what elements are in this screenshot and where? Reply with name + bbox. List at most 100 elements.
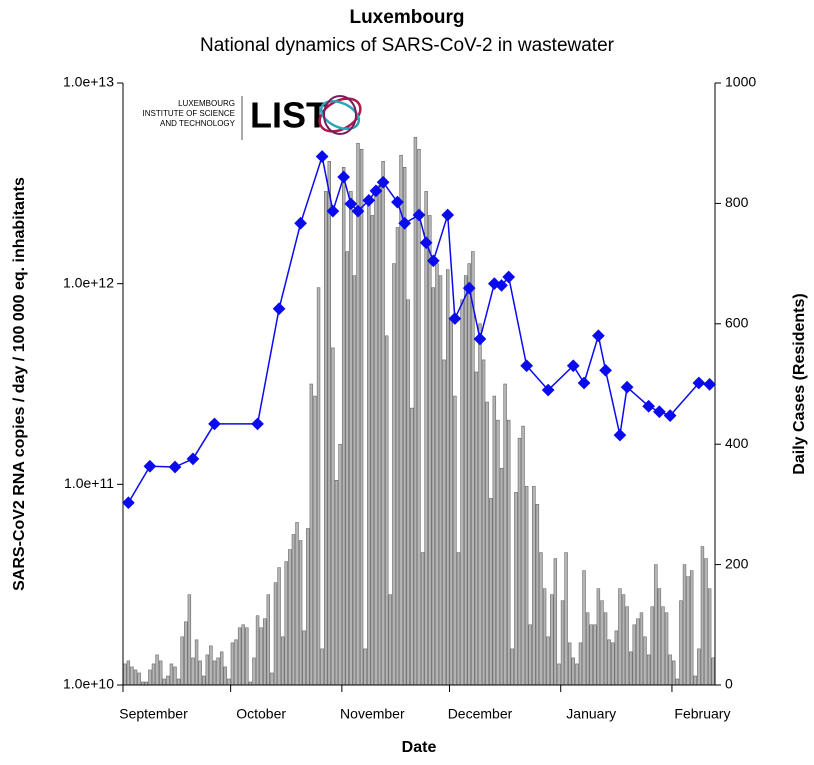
x-tick-label: January [566,706,616,722]
bar [413,136,418,686]
bar [689,570,694,686]
chart-title: Luxembourg [349,7,464,28]
bar [643,636,647,686]
bar [481,359,486,686]
line-marker [592,329,605,343]
bar [320,648,324,686]
bar [707,588,712,686]
line-marker [337,170,351,184]
bar [338,443,342,686]
bar [654,564,658,686]
bar [571,657,575,686]
bar [553,558,558,686]
bar [700,546,705,686]
y2-tick-label: 200 [725,555,749,571]
line-segment [192,423,216,460]
bar [331,347,335,686]
bar [151,663,156,686]
bar [675,678,680,686]
bar [621,594,626,686]
line-marker [186,452,200,466]
line-segment [127,465,151,504]
bar [399,154,403,686]
bar [327,161,331,686]
bar [600,600,604,686]
bar [370,215,375,686]
x-axis-label: Date [402,739,437,756]
logo-wordmark: LIST [250,95,328,136]
bar [517,437,522,686]
bar [478,323,482,686]
bar [442,359,446,686]
line-segment [454,287,470,319]
bar [359,148,364,686]
logo-ring [319,99,361,131]
line-marker [653,405,666,419]
bar [424,191,428,686]
bar [682,564,687,686]
bar [374,191,378,686]
bar [646,654,651,686]
bar [198,660,202,686]
bar [453,395,457,686]
logo-text: LUXEMBOURG [178,99,235,108]
bar [417,148,421,686]
y2-tick-label: 400 [725,435,749,451]
bar [191,657,195,686]
bar [639,612,644,686]
bar [704,558,708,686]
bar [650,606,654,686]
line-segment [299,156,323,224]
bar [489,498,493,686]
bar [126,660,131,686]
bar [212,660,217,686]
bar [628,651,633,686]
y-tick-label: 1.0e+11 [64,475,114,491]
bar [532,486,536,686]
bar [499,468,504,686]
bar [194,639,199,686]
bar [166,675,170,686]
line-marker [326,204,340,218]
bar [657,588,662,686]
bar [557,663,561,686]
bar [668,654,672,686]
line-marker [272,302,286,316]
bar [564,552,568,686]
line-marker [495,279,508,292]
bar [582,570,586,686]
bar [345,251,349,686]
line-segment [332,176,345,212]
bar [255,615,260,686]
line-segment [583,335,600,384]
bar [521,425,525,686]
bar [636,618,640,686]
line-marker [502,270,516,284]
bar [435,263,439,686]
line-marker [376,175,390,189]
bar [227,678,231,686]
bar [460,299,464,686]
bar [611,642,615,686]
bar [614,630,619,686]
bar [309,383,314,686]
y-tick-label: 1.0e+13 [63,74,114,90]
x-tick-label: November [340,706,405,722]
y2-tick-label: 0 [725,676,733,692]
bar [664,612,669,686]
bar [176,678,181,686]
bar [456,552,461,686]
bar [593,624,597,686]
bar [245,627,249,686]
line-segment [446,214,456,319]
bar [693,675,697,686]
bar [298,540,303,686]
line-segment [468,287,481,340]
bar [259,627,263,686]
bar [223,666,227,686]
bar [395,227,400,686]
bar [237,627,242,686]
line-marker [168,460,182,474]
line-marker [143,459,157,473]
line-segment [626,386,650,407]
